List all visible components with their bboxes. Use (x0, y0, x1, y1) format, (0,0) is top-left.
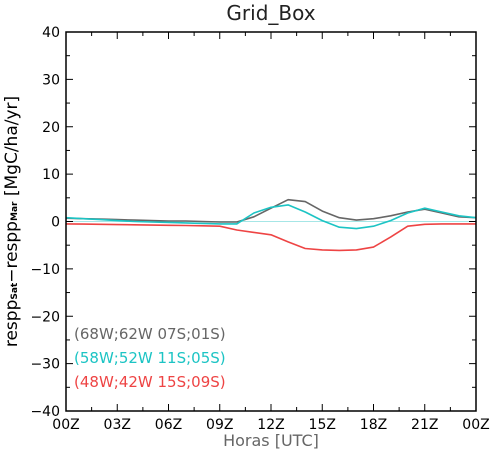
x-tick-label: 00Z (462, 417, 489, 433)
y-label-part1: respp (2, 300, 22, 348)
legend-entry-1: (68W;62W 07S;01S) (74, 325, 226, 343)
x-tick-label: 06Z (155, 417, 182, 433)
x-tick-label: 00Z (52, 417, 79, 433)
y-tick-label: 20 (42, 120, 60, 136)
chart-title: Grid_Box (226, 1, 315, 25)
x-axis-label: Horas [UTC] (223, 431, 319, 450)
series-line-1 (65, 198, 477, 223)
series-layer (65, 198, 477, 252)
series-line-3 (65, 223, 476, 252)
y-tick-label: −30 (30, 357, 60, 373)
y-tick-label: −10 (30, 262, 60, 278)
x-tick-label: 18Z (360, 417, 387, 433)
x-tick-label: 03Z (104, 417, 131, 433)
y-tick-label: 0 (51, 215, 60, 231)
y-label-sub1: Sat (10, 282, 20, 300)
y-tick-label: −40 (30, 404, 60, 420)
y-tick-label: 40 (42, 25, 60, 41)
y-label-part3: [MgC/ha/yr] (2, 96, 22, 202)
series-line-2 (65, 204, 477, 230)
y-tick-label: 30 (42, 72, 60, 88)
y-axis-label: resppSat−resppMar [MgC/ha/yr] (2, 96, 22, 347)
x-tick-label: 12Z (257, 417, 284, 433)
y-label-part2: −respp (2, 221, 22, 283)
x-axis-ticks: 00Z 03Z 06Z 09Z 12Z 15Z 18Z 21Z 00Z (52, 32, 490, 433)
y-tick-label: −20 (30, 309, 60, 325)
x-tick-label: 15Z (309, 417, 336, 433)
y-tick-label: 10 (42, 167, 60, 183)
y-label-sub2: Mar (10, 201, 20, 221)
x-tick-label: 21Z (411, 417, 438, 433)
y-axis-ticks: −40 −30 −20 −10 0 10 20 30 40 (30, 25, 476, 420)
legend-entry-2: (58W;52W 11S;05S) (74, 349, 226, 367)
legend-entry-3: (48W;42W 15S;09S) (74, 373, 226, 391)
x-tick-label: 09Z (206, 417, 233, 433)
legend: (68W;62W 07S;01S) (58W;52W 11S;05S) (48W;4… (74, 325, 226, 391)
